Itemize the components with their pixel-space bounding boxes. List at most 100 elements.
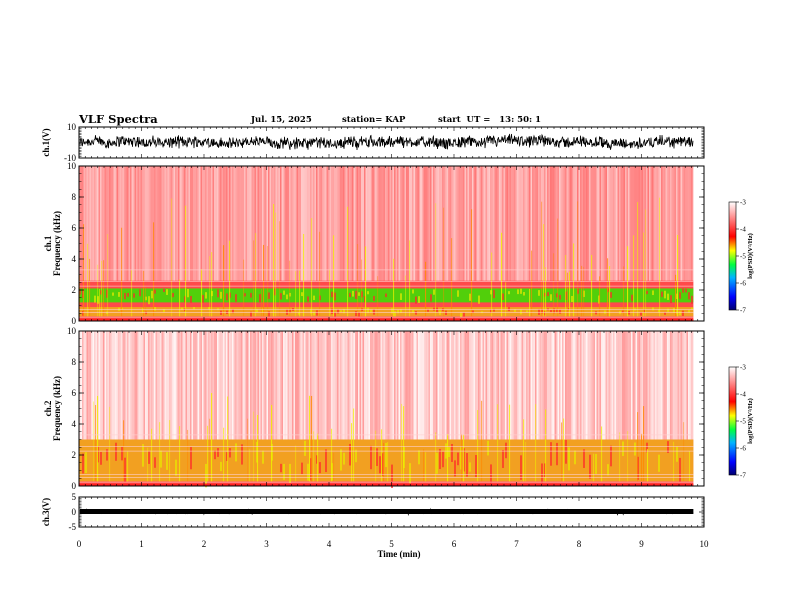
spectrogram-column (199, 166, 201, 281)
spectrogram-column (253, 166, 255, 281)
time-axis-tick-label: 8 (577, 539, 582, 549)
spectrogram-column (542, 331, 544, 440)
spectrogram-column (110, 331, 112, 440)
spectrogram-band-speckle (676, 446, 678, 462)
spectrogram-band-speckle (142, 444, 144, 467)
spectrogram-band-speckle (154, 289, 156, 294)
spectrogram-column (500, 331, 502, 440)
spectrogram-column (173, 331, 175, 440)
spectrogram-column (112, 166, 114, 281)
spectrogram-column (128, 166, 130, 281)
spectrogram-sferic (143, 270, 145, 317)
spectrogram-column (113, 166, 115, 281)
spectrogram-column (280, 331, 282, 440)
spectrogram-column (200, 331, 202, 440)
spectrogram-sferic (591, 254, 593, 317)
spectrogram-column (617, 331, 619, 440)
spectrogram-band-speckle (217, 289, 219, 298)
colorbar-gradient (728, 366, 737, 476)
spectrogram-column (379, 331, 381, 440)
spectrogram-column (107, 166, 109, 281)
spectrogram-band-speckle (679, 311, 681, 316)
colorbar-tick-label: -5 (740, 418, 746, 426)
spectrogram-sferic (151, 428, 153, 482)
spectrogram-sferic (179, 426, 181, 482)
spectrogram-band-speckle (661, 291, 663, 297)
spectrogram-band-speckle (355, 290, 357, 300)
spectrogram-column (610, 166, 612, 281)
spectrogram-band-speckle (367, 307, 369, 314)
spectrogram-column (545, 331, 547, 440)
spectrogram-column (521, 166, 523, 281)
spectrogram-band-speckle (607, 464, 609, 476)
spectrogram-column (404, 331, 406, 440)
spectrogram-column (215, 166, 217, 281)
spectrogram-column (295, 166, 297, 281)
spectrogram-column (589, 166, 591, 281)
spectrogram-band-speckle (193, 307, 195, 310)
spectrogram-column (649, 166, 651, 281)
spectrogram-column (262, 166, 264, 281)
spectrogram-column (289, 166, 291, 281)
spectrogram-column (652, 166, 654, 281)
spectrogram-column (671, 331, 673, 440)
spectrogram-column (401, 166, 403, 281)
spectrogram-column (200, 166, 202, 281)
spectrogram-band-speckle (514, 309, 516, 313)
spectrogram-column (487, 331, 489, 440)
spectrogram-column (196, 331, 198, 440)
ch2-spectrogram-panel: 0 2 4 6 8 10 ch.2 Frequency (kHz) -3 -4 -5 -6 -7 l… (43, 326, 754, 491)
spectrogram-column (497, 166, 499, 281)
spectrogram-column (347, 166, 349, 281)
spectrogram-column (388, 331, 390, 440)
spectrogram-column (193, 331, 195, 440)
spectrogram-column (340, 166, 342, 281)
spectrogram-column (206, 166, 208, 281)
spectrogram-column (97, 331, 99, 440)
spectrogram-column (166, 166, 168, 281)
header-date: Jul. 15, 2025 (250, 115, 312, 125)
spectrogram-column (529, 166, 531, 281)
spectrogram-column (668, 331, 670, 440)
spectrogram-column (140, 166, 142, 281)
spectrogram-band-speckle (550, 294, 552, 301)
spectrogram-band-speckle (508, 291, 510, 295)
spectrogram-column (244, 166, 246, 281)
spectrogram-column (595, 166, 597, 281)
spectrogram-column (670, 166, 672, 281)
spectrogram-column (182, 166, 184, 281)
spectrogram-column (623, 166, 625, 281)
spectrogram-column (278, 166, 280, 281)
spectrogram-column (310, 331, 312, 440)
spectrogram-band-speckle (244, 293, 246, 297)
time-axis-tick-label: 0 (77, 539, 82, 549)
spectrogram-column (569, 166, 571, 281)
spectrogram-column (446, 331, 448, 440)
spectrogram-column (680, 166, 682, 281)
spectrogram-band-speckle (148, 451, 150, 464)
spectrogram-column (359, 166, 361, 281)
spectrogram-column (680, 331, 682, 440)
spectrogram-sferic (375, 430, 377, 482)
spectrogram-column (488, 166, 490, 281)
spectrogram-band-speckle (352, 290, 354, 297)
spectrogram-column (334, 331, 336, 440)
spectrogram-column (344, 331, 346, 440)
spectrogram-column (518, 166, 520, 281)
spectrogram-column (530, 166, 532, 281)
spectrogram-column (341, 331, 343, 440)
spectrogram-column (602, 166, 604, 281)
spectrogram-column (112, 331, 114, 440)
spectrogram-column (650, 331, 652, 440)
spectrogram-column (241, 331, 243, 440)
spectrogram-sferic (545, 409, 547, 482)
spectrogram-column (604, 331, 606, 440)
spectrogram-band-speckle (454, 460, 456, 477)
spectrogram-sferic (361, 259, 363, 317)
spectrogram-band-speckle (145, 311, 147, 315)
spectrogram-column (227, 331, 229, 440)
spectrogram-band-speckle (121, 446, 123, 461)
spectrogram-column (536, 331, 538, 440)
spectrogram-band-speckle (682, 310, 684, 316)
spectrogram-column (169, 331, 171, 440)
